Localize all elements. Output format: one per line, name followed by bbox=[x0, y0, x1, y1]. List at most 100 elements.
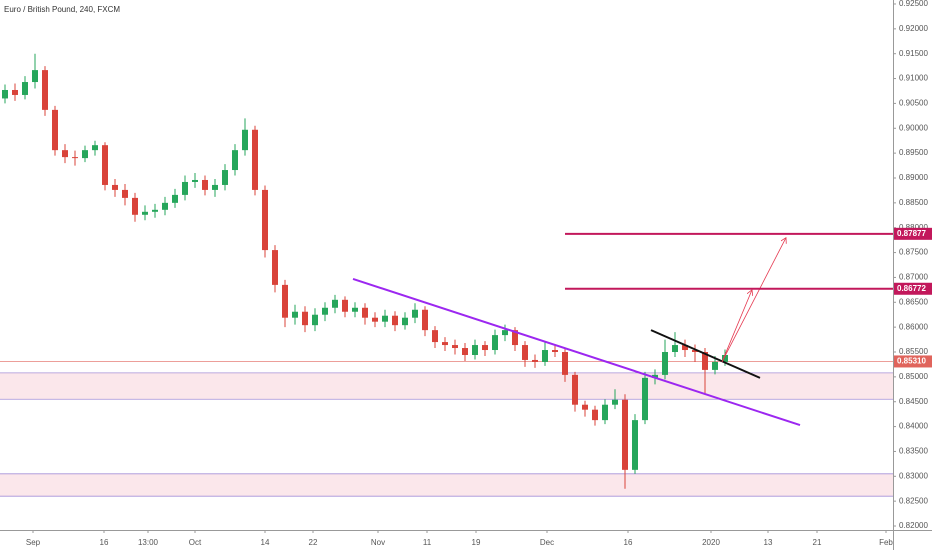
y-tick-label: 0.87000 bbox=[899, 273, 928, 282]
candle-body bbox=[92, 145, 98, 151]
candle-body bbox=[712, 361, 718, 370]
trendline bbox=[352, 277, 801, 427]
zone bbox=[0, 473, 893, 497]
candle-body bbox=[242, 129, 248, 151]
candle-body bbox=[32, 70, 38, 83]
x-tick-label: Oct bbox=[189, 538, 202, 547]
y-tick-label: 0.92000 bbox=[899, 24, 928, 33]
candle-body bbox=[132, 197, 138, 215]
price-badge bbox=[894, 227, 932, 240]
candle-body bbox=[222, 170, 228, 185]
candle-body bbox=[392, 315, 398, 326]
candle-body bbox=[502, 330, 508, 336]
candle-body bbox=[322, 307, 328, 315]
candle-body bbox=[302, 311, 308, 326]
candle-body bbox=[462, 348, 468, 355]
y-tick-label: 0.82500 bbox=[899, 496, 928, 505]
candle-body bbox=[292, 311, 298, 318]
candle-body bbox=[622, 399, 628, 470]
candle-body bbox=[72, 157, 78, 159]
candle-body bbox=[682, 345, 688, 351]
x-tick-label: 19 bbox=[472, 538, 481, 547]
candle-body bbox=[102, 145, 108, 185]
candle-body bbox=[202, 179, 208, 190]
x-tick-label: 11 bbox=[423, 538, 432, 547]
candle-body bbox=[702, 352, 708, 370]
candle-body bbox=[692, 350, 698, 353]
y-tick-label: 0.84000 bbox=[899, 422, 928, 431]
candle-body bbox=[402, 317, 408, 326]
candle-body bbox=[22, 82, 28, 95]
candle-body bbox=[542, 350, 548, 362]
x-tick-label: 13 bbox=[764, 538, 773, 547]
candle-body bbox=[12, 89, 18, 95]
candle-body bbox=[212, 184, 218, 190]
y-tick-label: 0.92500 bbox=[899, 0, 928, 8]
candle-body bbox=[112, 184, 118, 190]
candle-body bbox=[522, 345, 528, 360]
last-price-label: 0.85310 bbox=[897, 357, 926, 366]
candle-body bbox=[62, 150, 68, 158]
candle-body bbox=[562, 352, 568, 375]
candle-body bbox=[192, 179, 198, 182]
candle-body bbox=[492, 335, 498, 351]
candle-body bbox=[382, 315, 388, 322]
candle-body bbox=[82, 150, 88, 159]
candle-body bbox=[342, 299, 348, 312]
candle-body bbox=[582, 404, 588, 410]
candle-body bbox=[362, 307, 368, 318]
candle-body bbox=[472, 345, 478, 355]
candle-body bbox=[652, 374, 658, 378]
candle-body bbox=[672, 345, 678, 353]
candle-body bbox=[42, 70, 48, 110]
candle-body bbox=[272, 250, 278, 285]
y-tick-label: 0.90000 bbox=[899, 123, 928, 132]
x-tick-label: 13:00 bbox=[138, 538, 159, 547]
candle-body bbox=[172, 194, 178, 203]
y-tick-label: 0.88500 bbox=[899, 198, 928, 207]
x-tick-label: 14 bbox=[261, 538, 270, 547]
x-tick-label: Nov bbox=[371, 538, 385, 547]
candle-body bbox=[572, 374, 578, 405]
price-badge-label: 0.86772 bbox=[897, 284, 926, 293]
candle-body bbox=[152, 209, 158, 212]
candle-body bbox=[532, 359, 538, 362]
candle-body bbox=[422, 309, 428, 331]
candle-body bbox=[52, 109, 58, 151]
y-tick-label: 0.88000 bbox=[899, 223, 928, 232]
x-tick-label: Dec bbox=[540, 538, 554, 547]
candle-body bbox=[552, 350, 558, 353]
candle-body bbox=[602, 404, 608, 421]
candle-body bbox=[482, 345, 488, 351]
candle-body bbox=[442, 342, 448, 346]
projection-arrow bbox=[721, 290, 752, 363]
y-tick-label: 0.82000 bbox=[899, 521, 928, 530]
price-badge bbox=[894, 282, 932, 295]
y-tick-label: 0.87500 bbox=[899, 248, 928, 257]
candle-body bbox=[142, 211, 148, 215]
candle-body bbox=[592, 409, 598, 421]
candle-body bbox=[372, 317, 378, 322]
x-tick-label: 22 bbox=[309, 538, 318, 547]
plot bbox=[0, 53, 893, 497]
candle-body bbox=[642, 377, 648, 421]
y-tick-label: 0.91500 bbox=[899, 49, 928, 58]
candle-body bbox=[2, 89, 8, 99]
projection-arrow bbox=[721, 238, 786, 363]
candle-body bbox=[452, 345, 458, 349]
candle-body bbox=[612, 399, 618, 405]
y-tick-label: 0.85500 bbox=[899, 347, 928, 356]
x-tick-label: 16 bbox=[100, 538, 109, 547]
candle-body bbox=[512, 330, 518, 346]
price-badge-label: 0.87877 bbox=[897, 229, 926, 238]
candle-body bbox=[262, 189, 268, 251]
candle-body bbox=[312, 314, 318, 326]
x-tick-label: 16 bbox=[624, 538, 633, 547]
y-tick-label: 0.91000 bbox=[899, 74, 928, 83]
candle-body bbox=[282, 284, 288, 318]
candle-body bbox=[232, 150, 238, 171]
y-tick-label: 0.83000 bbox=[899, 471, 928, 480]
